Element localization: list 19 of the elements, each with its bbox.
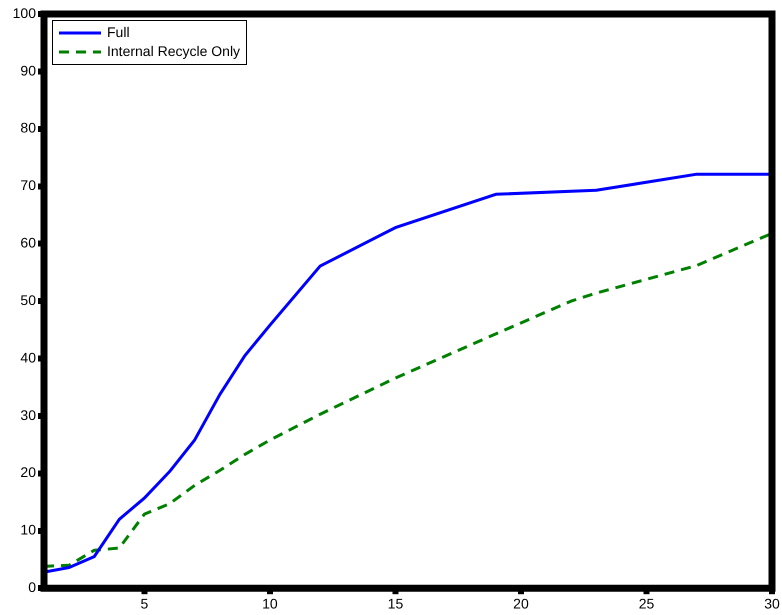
y-tick-label: 90: [20, 62, 36, 78]
y-tick-label: 10: [20, 522, 36, 538]
y-tick-label: 80: [20, 120, 36, 136]
y-tick-label: 30: [20, 406, 36, 423]
y-tick-label: 100: [12, 4, 36, 21]
x-tick-label: 25: [638, 595, 654, 612]
legend-label: Full: [107, 23, 130, 42]
legend-label: Internal Recycle Only: [107, 42, 240, 61]
y-tick-label: 20: [20, 464, 36, 480]
x-tick-label: 5: [140, 595, 149, 612]
x-tick-label: 30: [764, 595, 780, 612]
x-tick-label: 10: [262, 595, 278, 612]
x-tick-label: 15: [388, 595, 404, 612]
y-tick-label: 0: [28, 579, 36, 596]
y-tick-label: 40: [20, 349, 36, 366]
x-tick-label: 20: [513, 595, 529, 612]
y-tick-label: 70: [20, 177, 36, 194]
y-tick-label: 60: [20, 234, 36, 251]
y-tick-label: 50: [20, 292, 36, 308]
